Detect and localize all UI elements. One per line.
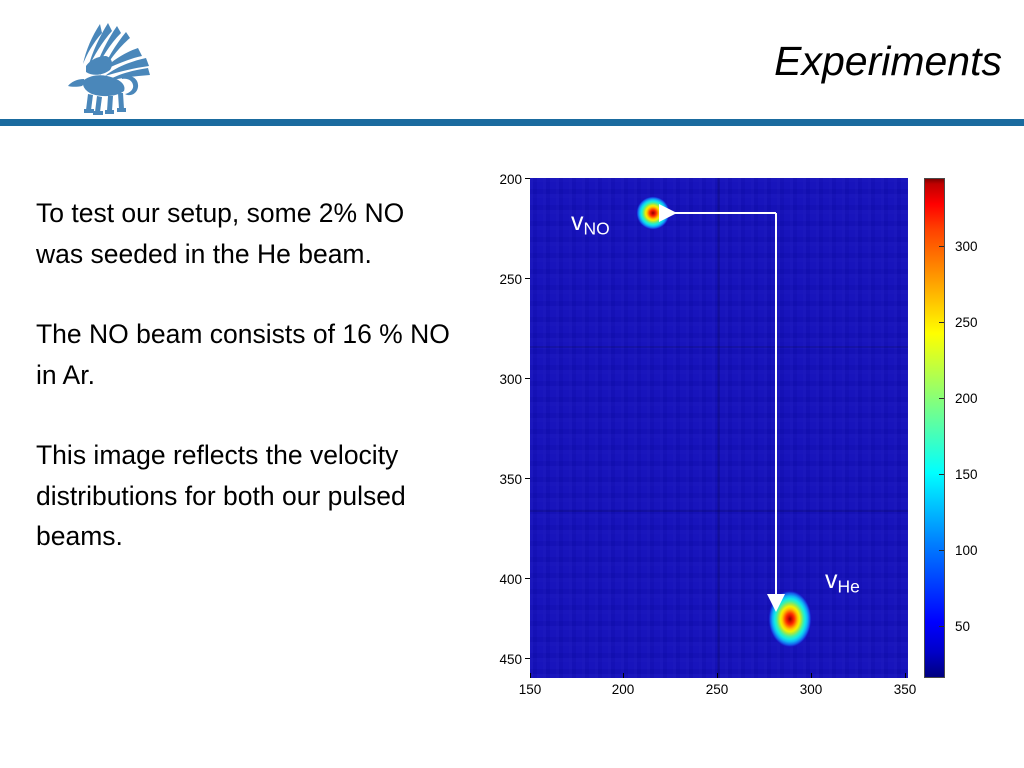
x-tick-label-250: 250 <box>705 682 729 697</box>
plot-label-vno-base: v <box>571 208 584 236</box>
y-tick-mark-250 <box>525 278 530 279</box>
x-tick-mark-200 <box>623 673 624 678</box>
colorbar-tick-mark-150 <box>939 474 944 475</box>
y-tick-mark-400 <box>525 578 530 579</box>
slide-header: Experiments <box>0 0 1024 126</box>
x-tick-mark-300 <box>811 673 812 678</box>
page-title: Experiments <box>774 38 1002 84</box>
colorbar-tick-label-50: 50 <box>955 619 971 634</box>
y-tick-label-450: 450 <box>499 652 522 667</box>
x-tick-label-300: 300 <box>799 682 823 697</box>
heatmap-plot-area: vNO vHe <box>530 178 908 678</box>
velocity-distribution-figure: vNO vHe 200 250 300 350 400 <box>499 168 1012 713</box>
colorbar-tick-mark-50 <box>939 626 944 627</box>
colorbar-tick-label-100: 100 <box>955 543 978 558</box>
plot-label-vhe-sub: He <box>837 576 860 597</box>
winged-lion-logo <box>42 16 162 116</box>
heatmap-quadrant-seams <box>530 178 908 678</box>
colorbar-tick-label-200: 200 <box>955 391 978 406</box>
x-tick-mark-250 <box>717 673 718 678</box>
y-tick-label-350: 350 <box>499 472 522 487</box>
y-tick-mark-200 <box>525 178 530 179</box>
x-tick-mark-350 <box>905 673 906 678</box>
y-tick-mark-450 <box>525 658 530 659</box>
paragraph-3: This image reflects the velocity distrib… <box>36 440 406 551</box>
heatmap-noise-texture <box>530 178 908 678</box>
x-tick-label-350: 350 <box>893 682 917 697</box>
y-tick-label-400: 400 <box>499 572 522 587</box>
colorbar-tick-mark-100 <box>939 550 944 551</box>
colorbar-tick-label-300: 300 <box>955 239 978 254</box>
x-tick-label-200: 200 <box>611 682 635 697</box>
y-tick-label-250: 250 <box>499 272 522 287</box>
y-tick-mark-350 <box>525 478 530 479</box>
x-tick-label-150: 150 <box>518 682 542 697</box>
heatmap-spot-vno <box>636 196 670 230</box>
paragraph-1: To test our setup, some 2% NO was seeded… <box>36 198 405 269</box>
heatmap-spot-vhe <box>768 590 812 648</box>
body-text-block: To test our setup, some 2% NO was seeded… <box>36 193 451 557</box>
plot-label-vno: vNO <box>571 210 610 238</box>
colorbar-tick-mark-250 <box>939 322 944 323</box>
plot-label-vno-sub: NO <box>583 218 610 239</box>
colorbar-tick-label-250: 250 <box>955 315 978 330</box>
y-tick-mark-300 <box>525 378 530 379</box>
x-tick-mark-150 <box>530 673 531 678</box>
y-tick-label-200: 200 <box>499 172 522 187</box>
plot-label-vhe-base: v <box>825 566 838 594</box>
colorbar-gradient <box>924 178 945 678</box>
paragraph-2: The NO beam consists of 16 % NO in Ar. <box>36 319 450 390</box>
colorbar-tick-mark-200 <box>939 398 944 399</box>
header-divider <box>0 119 1024 126</box>
y-tick-label-300: 300 <box>499 372 522 387</box>
plot-label-vhe: vHe <box>825 568 860 596</box>
colorbar-tick-mark-300 <box>939 246 944 247</box>
colorbar: 300 250 200 150 100 50 <box>924 178 1004 678</box>
colorbar-tick-label-150: 150 <box>955 467 978 482</box>
